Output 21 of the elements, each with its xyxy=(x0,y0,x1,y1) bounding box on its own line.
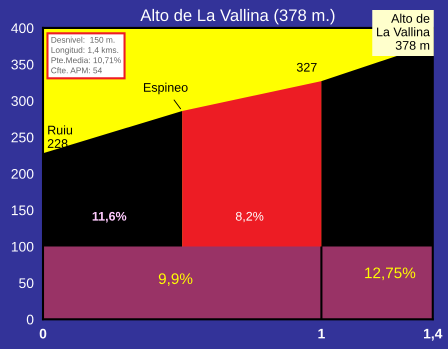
annotation: Desnivel: 150 m. Longitud: 1,4 kms. Pte.Media: 10,71% Cfte. APM: 54 xyxy=(51,36,121,74)
y-tick-label: 300 xyxy=(11,96,34,106)
annotation: 327 xyxy=(296,62,317,72)
annotation: 11,6% xyxy=(92,212,126,223)
y-tick-label: 400 xyxy=(11,23,34,34)
annotation: 12,75% xyxy=(365,267,416,280)
y-tick-label: 250 xyxy=(12,132,34,142)
y-tick-label: 350 xyxy=(11,60,34,70)
y-tick-label: 50 xyxy=(19,278,34,288)
chart-title: Alto de La Vallina (378 m.) xyxy=(140,8,334,24)
annotation: 9,9% xyxy=(158,273,192,286)
x-tick-label: 1,4 xyxy=(424,328,442,341)
x-tick-label: 1 xyxy=(318,328,325,338)
annotation: Alto de La Vallina 378 m xyxy=(377,14,430,50)
y-tick-label: 100 xyxy=(12,242,34,252)
y-tick-label: 0 xyxy=(26,314,34,325)
x-tick-label: 0 xyxy=(40,328,46,339)
y-tick-label: 150 xyxy=(12,205,34,216)
y-tick-label: 200 xyxy=(12,168,34,179)
annotation: Espineo xyxy=(144,82,188,94)
annotation: 8,2% xyxy=(236,212,264,222)
